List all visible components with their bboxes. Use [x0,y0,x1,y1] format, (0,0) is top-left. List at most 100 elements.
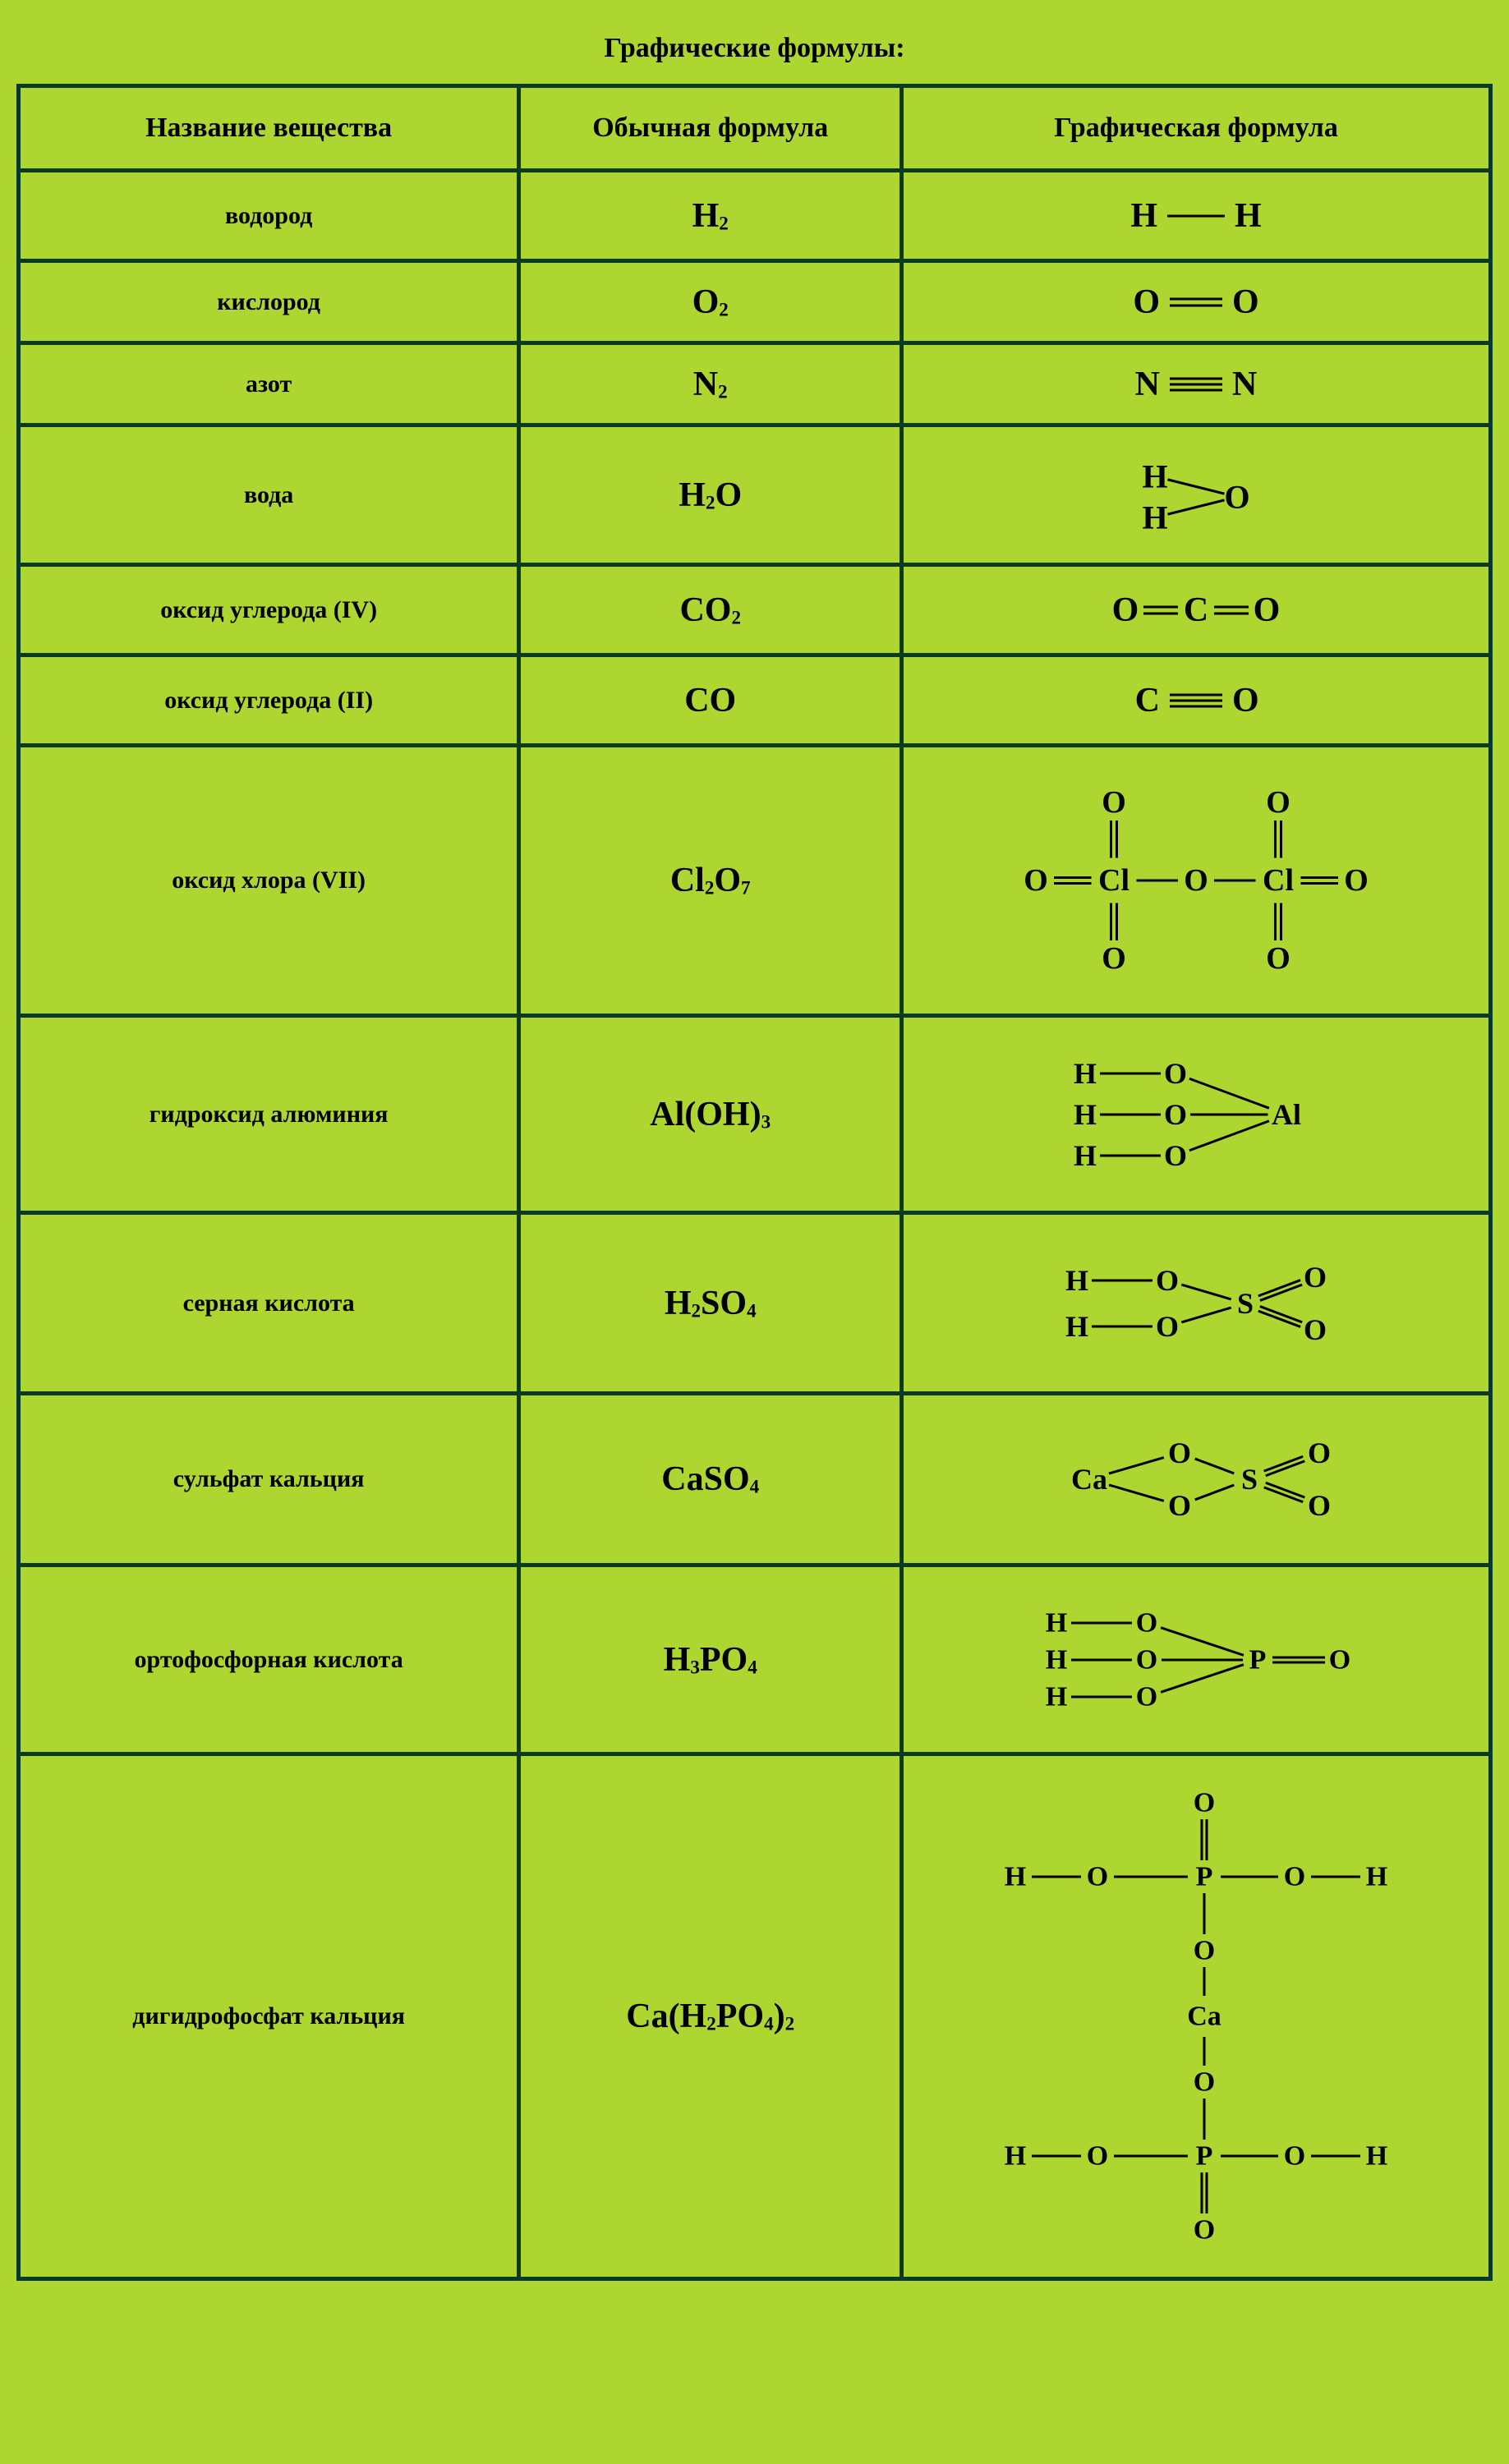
structural-formula: HHO [902,425,1491,565]
svg-text:P: P [1196,1862,1213,1892]
page-title: Графические формулы: [16,33,1493,64]
svg-text:O: O [1194,1788,1215,1818]
svg-text:Cl: Cl [1098,863,1129,898]
structural-formula: HHHOOOPO [902,1565,1491,1754]
molecular-formula: Cl2O7 [519,746,902,1016]
svg-text:O: O [1164,1139,1187,1172]
svg-text:H: H [1074,1098,1097,1131]
substance-name: ортофосфорная кислота [19,1565,519,1754]
molecular-formula: CO2 [519,565,902,655]
structural-formula: CO [902,655,1491,746]
svg-text:C: C [1135,682,1160,719]
molecular-formula: CO [519,655,902,746]
svg-text:O: O [1344,863,1369,898]
substance-name: водород [19,171,519,261]
svg-text:H: H [1074,1057,1097,1090]
svg-text:O: O [1136,1681,1157,1712]
svg-text:P: P [1196,2141,1213,2172]
table-row-aloh3: гидроксид алюминияAl(OH)3HHHOOOAl [19,1016,1491,1213]
svg-text:O: O [1164,1057,1187,1090]
svg-text:O: O [1308,1437,1331,1469]
structural-formula: OClOOOClOOO [902,746,1491,1016]
svg-text:O: O [1136,1607,1157,1638]
svg-text:S: S [1241,1463,1258,1496]
svg-text:H: H [1143,457,1168,494]
molecular-formula: H2 [519,171,902,261]
table-row-o2: кислородO2OO [19,261,1491,343]
table-row-cah2po4: дигидрофосфат кальцияCa(H2PO4)2 O H O P O H O Ca… [19,1754,1491,2279]
svg-text:O: O [1112,591,1139,629]
molecular-formula: Ca(H2PO4)2 [519,1754,902,2279]
table-row-h2o: водаH2OHHO [19,425,1491,565]
svg-text:O: O [1087,1862,1108,1892]
svg-text:O: O [1102,941,1126,976]
svg-text:O: O [1329,1644,1350,1675]
col-header-name: Название вещества [19,86,519,171]
molecular-formula: N2 [519,343,902,425]
svg-text:O: O [1232,283,1259,321]
svg-text:O: O [1284,2141,1305,2172]
svg-text:O: O [1087,2141,1108,2172]
svg-text:N: N [1135,365,1160,403]
molecular-formula: H2O [519,425,902,565]
table-row-co: оксид углерода (II)COCO [19,655,1491,746]
substance-name: кислород [19,261,519,343]
svg-text:O: O [1168,1489,1191,1522]
substance-name: дигидрофосфат кальция [19,1754,519,2279]
svg-text:H: H [1046,1644,1067,1675]
structural-formula: HHHOOOAl [902,1016,1491,1213]
table-row-co2: оксид углерода (IV)CO2OCO [19,565,1491,655]
svg-text:O: O [1184,863,1208,898]
svg-text:O: O [1024,863,1048,898]
svg-text:H: H [1065,1264,1088,1297]
table-header-row: Название вещества Обычная формула Графич… [19,86,1491,171]
svg-text:H: H [1065,1310,1088,1343]
svg-text:O: O [1194,2067,1215,2098]
table-row-n2: азотN2NN [19,343,1491,425]
svg-text:O: O [1156,1310,1179,1343]
svg-text:Al: Al [1272,1098,1301,1131]
svg-text:Cl: Cl [1263,863,1294,898]
substance-name: оксид углерода (II) [19,655,519,746]
substance-name: оксид хлора (VII) [19,746,519,1016]
table-row-h2: водородH2HH [19,171,1491,261]
svg-text:O: O [1194,2215,1215,2246]
svg-text:H: H [1366,1862,1387,1892]
svg-text:H: H [1046,1681,1067,1712]
structural-formula: HH [902,171,1491,261]
substance-name: серная кислота [19,1213,519,1394]
svg-text:H: H [1130,197,1157,235]
svg-text:Ca: Ca [1187,2002,1221,2032]
svg-text:H: H [1366,2141,1387,2172]
svg-text:H: H [1143,499,1168,536]
substance-name: гидроксид алюминия [19,1016,519,1213]
svg-text:O: O [1136,1644,1157,1675]
molecular-formula: O2 [519,261,902,343]
svg-text:O: O [1133,283,1160,321]
svg-text:O: O [1266,785,1290,820]
structural-formula: CaOOSOO [902,1394,1491,1565]
svg-text:N: N [1232,365,1257,403]
svg-text:H: H [1046,1607,1067,1638]
substance-name: вода [19,425,519,565]
svg-text:Ca: Ca [1071,1463,1107,1496]
svg-text:P: P [1249,1644,1267,1675]
svg-text:O: O [1266,941,1290,976]
svg-text:O: O [1168,1437,1191,1469]
svg-text:O: O [1254,591,1281,629]
svg-text:O: O [1194,1936,1215,1966]
molecular-formula: H3PO4 [519,1565,902,1754]
molecular-formula: CaSO4 [519,1394,902,1565]
col-header-formula: Обычная формула [519,86,902,171]
svg-text:S: S [1237,1287,1254,1320]
structural-formula: OO [902,261,1491,343]
svg-text:C: C [1184,591,1208,629]
molecular-formula: H2SO4 [519,1213,902,1394]
structural-formula: HHOOSOO [902,1213,1491,1394]
structural-formula: OCO [902,565,1491,655]
col-header-graphic: Графическая формула [902,86,1491,171]
table-row-h2so4: серная кислотаH2SO4HHOOSOO [19,1213,1491,1394]
molecular-formula: Al(OH)3 [519,1016,902,1213]
svg-text:H: H [1235,197,1262,235]
svg-text:H: H [1005,2141,1026,2172]
